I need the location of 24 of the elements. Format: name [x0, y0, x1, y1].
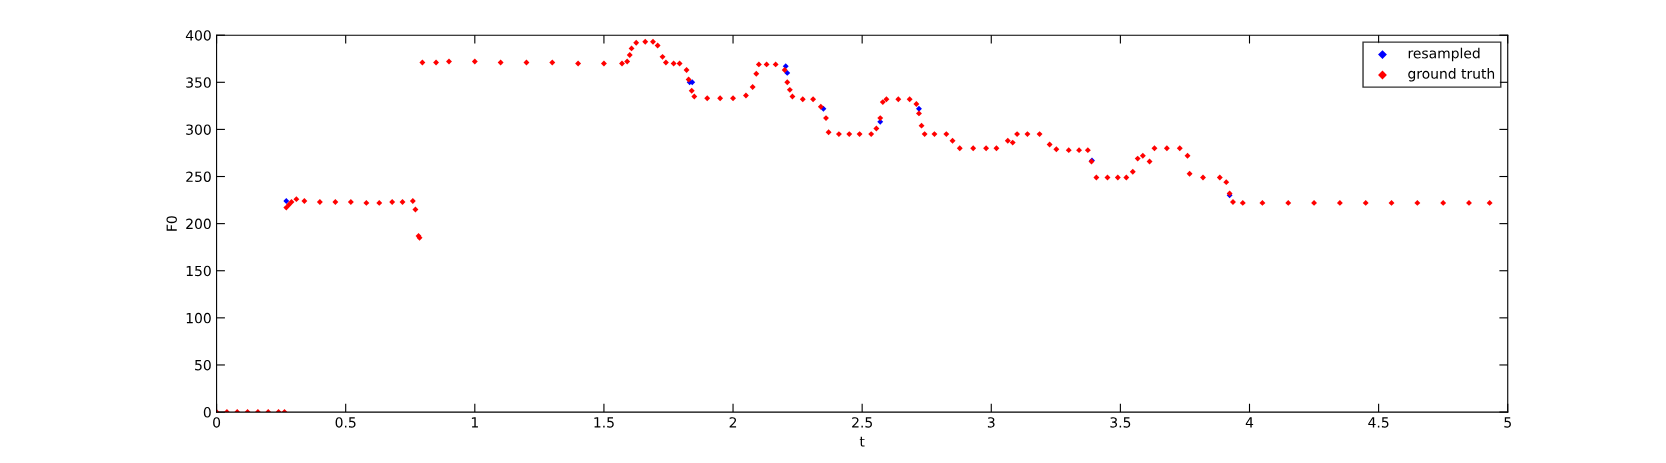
- x-tick-label: 2.5: [852, 417, 872, 428]
- y-tick-label: 100: [186, 312, 211, 324]
- y-tick-label: 350: [186, 77, 211, 88]
- y-axis-title: F0: [166, 216, 177, 231]
- y-tick-label: 300: [186, 124, 211, 135]
- x-tick-label: 1.5: [594, 417, 614, 428]
- y-tick-label: 0: [203, 407, 211, 418]
- x-tick-label: 5: [1504, 417, 1511, 428]
- x-tick-label: 3.5: [1110, 417, 1131, 428]
- x-tick-label: 1: [471, 417, 478, 428]
- y-tick-label: 50: [195, 359, 211, 371]
- legend-label: ground truth: [1408, 68, 1495, 82]
- x-tick-label: 4: [1245, 417, 1254, 428]
- x-tick-label: 2: [729, 417, 737, 428]
- y-tick-label: 150: [186, 265, 211, 277]
- x-tick-label: 4.5: [1368, 417, 1389, 428]
- y-tick-label: 400: [185, 30, 211, 41]
- x-tick-label: 3: [987, 417, 995, 428]
- legend-label: resampled: [1408, 47, 1480, 62]
- y-tick-label: 250: [186, 171, 211, 182]
- x-axis-title: t: [859, 436, 865, 447]
- y-tick-label: 200: [186, 218, 211, 230]
- x-tick-label: 0.5: [335, 417, 356, 428]
- x-tick-label: 0: [213, 417, 221, 428]
